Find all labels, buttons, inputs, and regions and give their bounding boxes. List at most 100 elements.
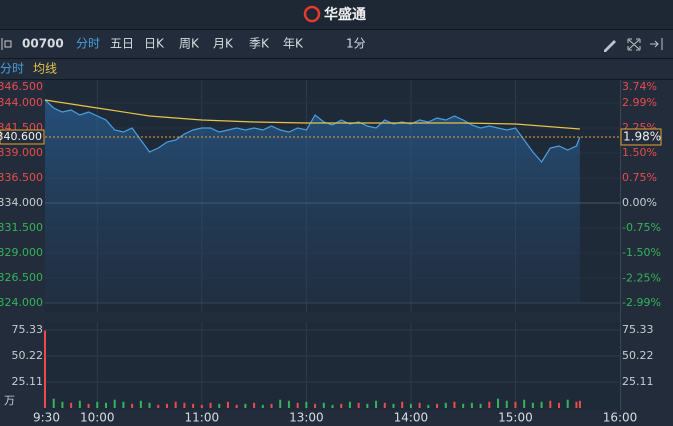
volume-bar [348, 401, 351, 408]
volume-bar [139, 400, 142, 408]
y2-tick-label: 3.74% [622, 80, 657, 93]
logo-text: 华盛通 [324, 6, 366, 23]
volume-bar [436, 403, 439, 408]
volume-bar [183, 402, 186, 408]
volume-bar [287, 400, 290, 408]
volume-bar [427, 404, 430, 408]
volume-bar [192, 403, 195, 408]
volume-bar [401, 401, 404, 408]
volume-bar [235, 404, 238, 408]
volume-tick-label: 50.22 [622, 349, 654, 362]
volume-tick-label: 75.33 [12, 323, 44, 336]
volume-bar [340, 403, 343, 408]
volume-bar [148, 402, 151, 408]
price-area [45, 100, 580, 303]
dropdown-arrow[interactable] [356, 42, 363, 46]
y2-tick-label: 0.75% [622, 171, 657, 184]
tab[interactable]: 季K [249, 37, 270, 51]
tab[interactable]: 分时 [76, 37, 100, 51]
volume-bar [578, 400, 581, 408]
volume-bar [558, 402, 561, 408]
y2-tick-label: -0.75% [622, 221, 661, 234]
volume-bar [462, 403, 465, 408]
tab[interactable]: 周K [179, 37, 200, 51]
interval-select[interactable]: 1分 [346, 37, 366, 51]
volume-tick-label: 75.33 [622, 323, 654, 336]
volume-bar [375, 400, 378, 408]
draw-icon[interactable] [604, 40, 616, 52]
volume-panel [45, 322, 620, 410]
volume-bar [531, 402, 534, 408]
x-tick-label: 13:00 [289, 411, 324, 425]
volume-bar [470, 402, 473, 408]
volume-bar [366, 403, 369, 408]
y-tick-label: 329.000 [0, 246, 43, 259]
volume-bar [523, 399, 526, 408]
volume-bar [122, 401, 125, 408]
volume-unit: 万 [4, 394, 15, 407]
stock-code: 00700 [22, 37, 64, 51]
y-tick-label: 344.000 [0, 96, 43, 109]
last-price-label: 340.600 [0, 130, 42, 143]
price-line [44, 99, 581, 164]
volume-bar [253, 402, 256, 408]
last-price-box [0, 129, 45, 145]
volume-bar [296, 402, 299, 408]
volume-bar [418, 402, 421, 408]
volume-bar [357, 402, 360, 408]
volume-bar [479, 403, 482, 408]
volume-bar [575, 401, 578, 408]
tab[interactable]: 日K [144, 37, 165, 51]
last-change-label: 1.98% [623, 130, 661, 144]
volume-bar [331, 404, 334, 408]
volume-bar [52, 398, 55, 408]
volume-bar [497, 398, 500, 408]
tab[interactable]: 年K [283, 37, 304, 51]
volume-bar [165, 403, 168, 408]
logo-icon [303, 5, 321, 23]
volume-bar [44, 330, 46, 408]
y-tick-label: 339.000 [0, 146, 43, 159]
x-tick-label: 11:00 [185, 411, 220, 425]
volume-bar [61, 401, 64, 408]
volume-bar [218, 403, 221, 408]
volume-bar [549, 400, 552, 408]
tab[interactable]: 五日 [110, 37, 134, 51]
average-line [44, 99, 580, 130]
volume-bar [383, 402, 386, 408]
volume-bar [488, 401, 491, 408]
volume-bar [540, 401, 543, 408]
y-tick-label: 326.500 [0, 271, 43, 284]
exit-icon[interactable] [650, 38, 663, 50]
volume-bar [444, 402, 447, 408]
volume-bar [226, 401, 229, 408]
tab[interactable]: 月K [213, 37, 234, 51]
volume-bar [270, 403, 273, 408]
y-tick-label: 346.500 [0, 80, 43, 93]
volume-bar [78, 400, 81, 408]
y-tick-label: 324.000 [0, 296, 43, 309]
y2-tick-label: 2.99% [622, 96, 657, 109]
y2-tick-label: -2.99% [622, 296, 661, 309]
volume-bar [409, 403, 412, 408]
x-tick-label: 16:00 [603, 411, 638, 425]
volume-tick-label: 50.22 [12, 349, 44, 362]
y2-tick-label: -2.25% [622, 271, 661, 284]
volume-bar [505, 400, 508, 408]
legend-entry: 分时 [0, 62, 24, 76]
fullscreen-icon[interactable] [627, 38, 641, 51]
last-change-box [620, 128, 662, 146]
volume-bar [157, 404, 160, 408]
volume-bar [104, 402, 107, 408]
volume-bar [113, 399, 116, 408]
volume-bar [453, 401, 456, 408]
header-bar [0, 0, 673, 29]
volume-bar [279, 399, 282, 408]
volume-bar [70, 402, 73, 408]
collapse-icon[interactable] [1, 38, 12, 50]
volume-bar [322, 402, 325, 408]
x-tick-label: 15:00 [498, 411, 533, 425]
volume-bar [566, 399, 569, 408]
volume-bar [514, 401, 517, 408]
